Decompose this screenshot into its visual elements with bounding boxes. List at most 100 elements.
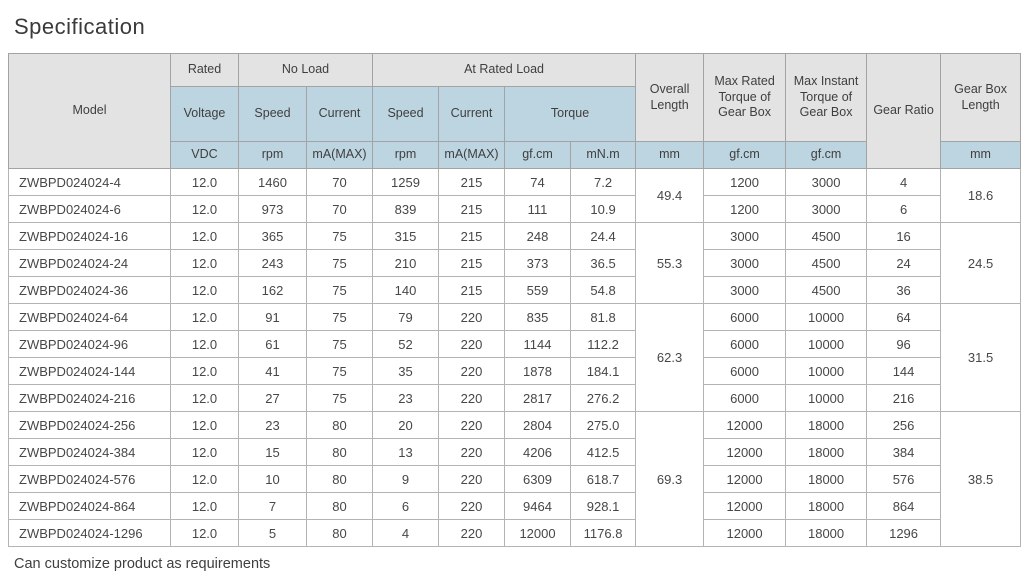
cell-torque-gfcm: 12000 xyxy=(504,519,572,547)
cell-max-rated-torque: 12000 xyxy=(703,438,787,466)
cell-voltage: 12.0 xyxy=(170,276,239,304)
cell-rated-current: 220 xyxy=(438,411,506,439)
table-header: Model Rated No Load At Rated Load Overal… xyxy=(8,53,1022,169)
cell-max-rated-torque: 12000 xyxy=(703,411,787,439)
cell-torque-gfcm: 835 xyxy=(504,303,572,331)
table-row: ZWBPD024024-216 12.0 27 75 23 220 2817 276.2 600… xyxy=(8,384,1021,412)
cell-torque-gfcm: 248 xyxy=(504,222,572,250)
cell-noload-current: 70 xyxy=(305,168,374,196)
cell-torque-gfcm: 2817 xyxy=(504,384,572,412)
cell-model: ZWBPD024024-4 xyxy=(8,168,171,196)
cell-noload-speed: 243 xyxy=(238,249,307,277)
cell-overall-length: 62.3 xyxy=(635,303,705,412)
cell-max-instant-torque: 18000 xyxy=(785,438,868,466)
cell-model: ZWBPD024024-144 xyxy=(8,357,171,385)
header-gear-ratio: Gear Ratio xyxy=(866,53,942,169)
table-row: ZWBPD024024-96 12.0 61 75 52 220 1144 112.2 6000… xyxy=(8,330,1021,358)
cell-gear-ratio: 1296 xyxy=(866,519,942,547)
header-model: Model xyxy=(8,53,171,169)
cell-torque-mnm: 81.8 xyxy=(570,303,637,331)
cell-gearbox-length: 38.5 xyxy=(940,411,1022,547)
header-torque: Torque xyxy=(504,86,637,142)
cell-rated-speed: 23 xyxy=(372,384,440,412)
cell-max-instant-torque: 10000 xyxy=(785,384,868,412)
cell-model: ZWBPD024024-64 xyxy=(8,303,171,331)
cell-gear-ratio: 96 xyxy=(866,330,942,358)
cell-torque-mnm: 36.5 xyxy=(570,249,637,277)
cell-voltage: 12.0 xyxy=(170,411,239,439)
cell-max-instant-torque: 4500 xyxy=(785,276,868,304)
cell-gear-ratio: 576 xyxy=(866,465,942,493)
header-row-groups: Model Rated No Load At Rated Load Overal… xyxy=(8,53,1022,169)
cell-noload-speed: 23 xyxy=(238,411,307,439)
header-no-load: No Load xyxy=(237,53,374,87)
cell-model: ZWBPD024024-6 xyxy=(8,195,171,223)
cell-noload-speed: 41 xyxy=(238,357,307,385)
cell-noload-speed: 27 xyxy=(238,384,307,412)
cell-max-rated-torque: 1200 xyxy=(703,168,787,196)
cell-gear-ratio: 16 xyxy=(866,222,942,250)
cell-overall-length: 69.3 xyxy=(635,411,705,547)
cell-model: ZWBPD024024-256 xyxy=(8,411,171,439)
cell-torque-mnm: 275.0 xyxy=(570,411,637,439)
table-row: ZWBPD024024-256 12.0 23 80 20 220 2804 275.0 69.… xyxy=(8,411,1022,547)
cell-rated-speed: 6 xyxy=(372,492,440,520)
cell-noload-speed: 15 xyxy=(238,438,307,466)
header-max-rated-torque: Max Rated Torque of Gear Box xyxy=(703,53,787,142)
table-row: ZWBPD024024-384 12.0 15 80 13 220 4206 412.5 120… xyxy=(8,438,1021,466)
cell-noload-speed: 162 xyxy=(238,276,307,304)
cell-max-instant-torque: 3000 xyxy=(785,195,868,223)
cell-model: ZWBPD024024-36 xyxy=(8,276,171,304)
table-row: ZWBPD024024-24 12.0 243 75 210 215 373 36.5 3000… xyxy=(8,249,1021,277)
unit-gfcm-max-rated: gf.cm xyxy=(703,141,787,169)
table-row: ZWBPD024024-864 12.0 7 80 6 220 9464 928.1 12000… xyxy=(8,492,1021,520)
header-rated-current: Current xyxy=(438,86,506,142)
cell-max-rated-torque: 3000 xyxy=(703,222,787,250)
cell-torque-gfcm: 373 xyxy=(504,249,572,277)
cell-torque-gfcm: 1878 xyxy=(504,357,572,385)
cell-voltage: 12.0 xyxy=(170,384,239,412)
cell-max-rated-torque: 6000 xyxy=(703,384,787,412)
cell-torque-gfcm: 4206 xyxy=(504,438,572,466)
cell-rated-speed: 9 xyxy=(372,465,440,493)
cell-model: ZWBPD024024-24 xyxy=(8,249,171,277)
cell-max-instant-torque: 3000 xyxy=(785,168,868,196)
cell-voltage: 12.0 xyxy=(170,357,239,385)
cell-torque-mnm: 184.1 xyxy=(570,357,637,385)
cell-voltage: 12.0 xyxy=(170,303,239,331)
unit-mnm-torque: mN.m xyxy=(570,141,637,169)
cell-torque-mnm: 112.2 xyxy=(570,330,637,358)
table-row: ZWBPD024024-36 12.0 162 75 140 215 559 54.8 3000… xyxy=(8,276,1021,304)
cell-noload-current: 80 xyxy=(305,492,374,520)
cell-rated-speed: 13 xyxy=(372,438,440,466)
cell-rated-current: 215 xyxy=(438,168,506,196)
cell-rated-speed: 140 xyxy=(372,276,440,304)
cell-torque-gfcm: 6309 xyxy=(504,465,572,493)
cell-model: ZWBPD024024-1296 xyxy=(8,519,171,547)
header-row-units: VDC rpm mA(MAX) rpm mA(MAX) gf.cm mN.m m… xyxy=(9,141,1022,169)
cell-max-rated-torque: 6000 xyxy=(703,330,787,358)
cell-model: ZWBPD024024-216 xyxy=(8,384,171,412)
cell-rated-speed: 210 xyxy=(372,249,440,277)
cell-voltage: 12.0 xyxy=(170,168,239,196)
cell-torque-gfcm: 111 xyxy=(504,195,572,223)
cell-max-instant-torque: 10000 xyxy=(785,303,868,331)
page: Specification Model Rated No Load At Rat… xyxy=(8,14,1022,572)
cell-gear-ratio: 216 xyxy=(866,384,942,412)
cell-voltage: 12.0 xyxy=(170,330,239,358)
cell-noload-current: 70 xyxy=(305,195,374,223)
cell-rated-current: 215 xyxy=(438,276,506,304)
cell-rated-speed: 79 xyxy=(372,303,440,331)
table-row: ZWBPD024024-16 12.0 365 75 315 215 248 24.4 55.3… xyxy=(8,222,1022,304)
cell-rated-current: 220 xyxy=(438,384,506,412)
cell-max-rated-torque: 6000 xyxy=(703,303,787,331)
footer-note: Can customize product as requirements xyxy=(14,556,271,572)
cell-gearbox-length: 18.6 xyxy=(940,168,1022,223)
cell-gear-ratio: 144 xyxy=(866,357,942,385)
cell-noload-current: 75 xyxy=(305,249,374,277)
cell-rated-speed: 35 xyxy=(372,357,440,385)
cell-max-rated-torque: 12000 xyxy=(703,465,787,493)
cell-noload-current: 75 xyxy=(305,222,374,250)
cell-torque-mnm: 24.4 xyxy=(570,222,637,250)
cell-gear-ratio: 864 xyxy=(866,492,942,520)
